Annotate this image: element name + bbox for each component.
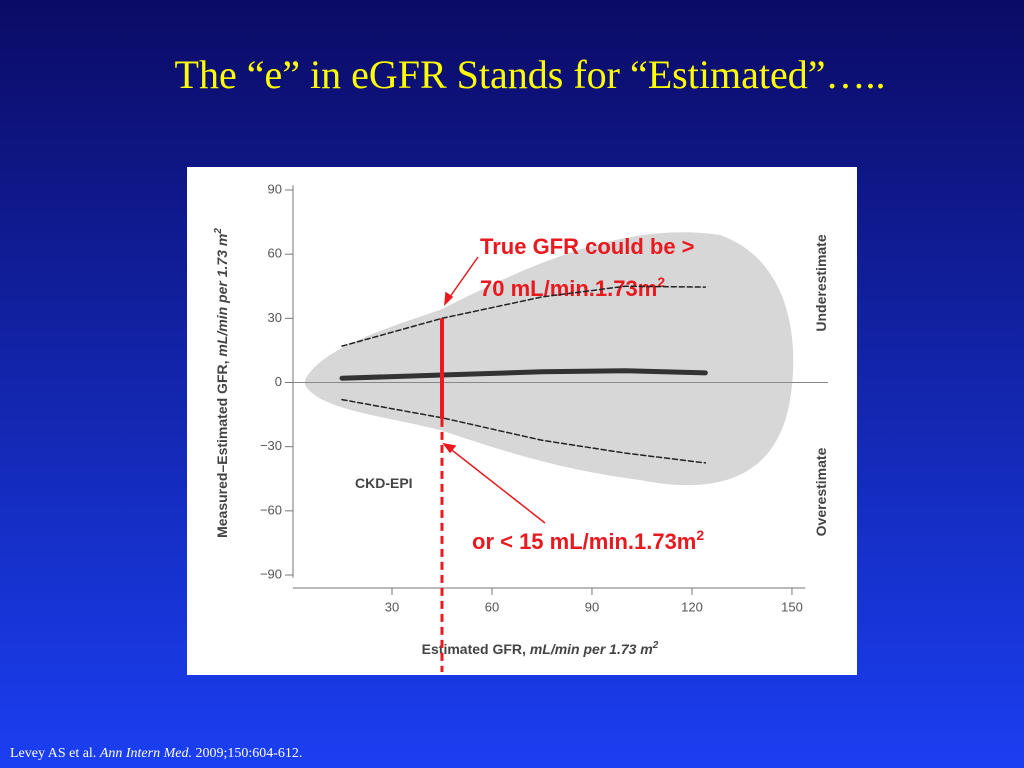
limit-line	[341, 285, 707, 347]
annotation-sup: 2	[657, 274, 665, 290]
x-label-unit: mL/min per 1.73 m	[530, 641, 653, 657]
y-tick-label: −90	[260, 566, 282, 581]
x-tick-label: 90	[585, 599, 599, 614]
y-tick-label: 0	[275, 374, 282, 389]
annotation-text: or < 15 mL/min.1.73m	[472, 529, 696, 554]
side-label: Underestimate	[813, 234, 829, 331]
citation-journal: Ann Intern Med.	[99, 746, 192, 761]
arrowhead	[444, 291, 454, 306]
citation-details: 2009;150:604-612.	[195, 746, 302, 761]
citation-authors: Levey AS et al.	[10, 746, 96, 761]
x-label-text: Estimated GFR,	[422, 641, 530, 657]
x-tick-label: 150	[781, 599, 803, 614]
annotation: 70 mL/min.1.73m2	[480, 274, 665, 301]
y-label-sup: 2	[213, 228, 224, 235]
limit-line	[341, 398, 707, 464]
annotation-sup: 2	[696, 527, 704, 543]
x-tick-label: 120	[681, 599, 703, 614]
arrow	[446, 256, 479, 302]
y-tick-label: 30	[268, 310, 282, 325]
scatter-cloud	[305, 232, 794, 486]
annotation-text: 70 mL/min.1.73m	[480, 276, 657, 301]
x-axis-label: Estimated GFR, mL/min per 1.73 m2	[422, 640, 659, 657]
slide-title: The “e” in eGFR Stands for “Estimated”….…	[175, 52, 886, 97]
y-axis-label: Measured–Estimated GFR, mL/min per 1.73 …	[213, 228, 230, 538]
mean-line	[339, 368, 708, 381]
arrow	[447, 446, 546, 524]
x-tick-label: 60	[485, 599, 499, 614]
y-tick-label: −30	[260, 438, 282, 453]
x-label-sup: 2	[652, 640, 659, 651]
arrowhead	[442, 442, 457, 454]
method-label: CKD-EPI	[355, 475, 413, 491]
annotation: True GFR could be >	[480, 234, 695, 259]
side-label: Overestimate	[813, 447, 829, 536]
x-tick-label: 30	[385, 599, 399, 614]
y-tick-label: −60	[260, 502, 282, 517]
y-tick-label: 90	[268, 181, 282, 196]
y-label-text: Measured–Estimated GFR,	[214, 357, 230, 538]
citation: Levey AS et al. Ann Intern Med. 2009;150…	[10, 746, 302, 761]
annotation: or < 15 mL/min.1.73m2	[472, 527, 704, 554]
y-label-unit: mL/min per 1.73 m	[214, 234, 230, 357]
y-tick-label: 60	[268, 246, 282, 261]
arrows	[442, 256, 546, 524]
